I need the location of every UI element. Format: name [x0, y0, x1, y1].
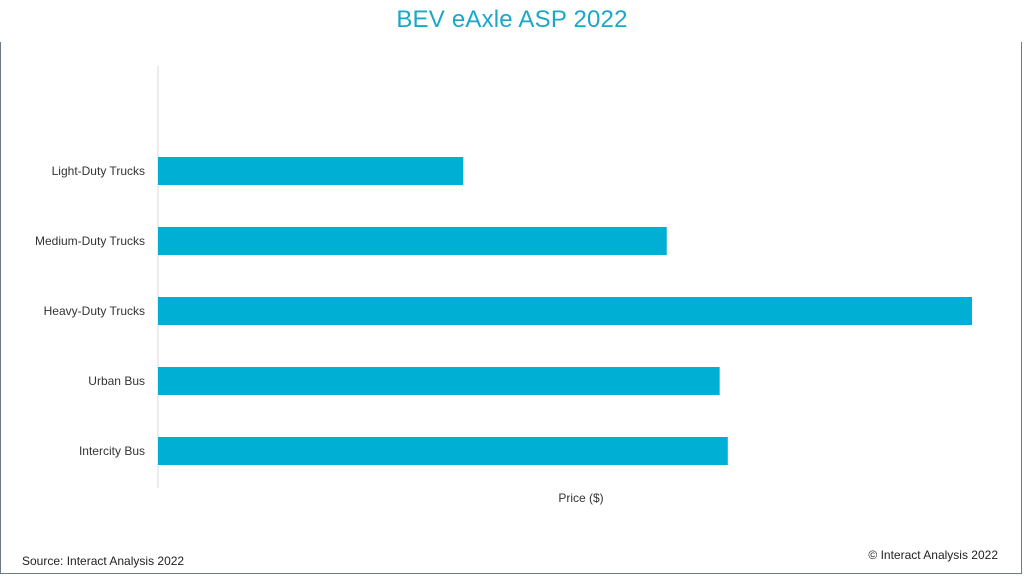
category-labels-group: Light-Duty Trucks Medium-Duty Trucks Heavy… — [35, 164, 145, 458]
bar-heavy-duty-trucks — [158, 297, 972, 325]
chart-title: BEV eAxle ASP 2022 — [396, 6, 628, 33]
category-label: Intercity Bus — [79, 444, 145, 458]
category-label: Urban Bus — [88, 374, 145, 388]
source-note: Source: Interact Analysis 2022 — [22, 554, 185, 568]
chart-frame — [0, 42, 1022, 574]
category-label: Heavy-Duty Trucks — [44, 304, 145, 318]
x-axis-label: Price ($) — [558, 491, 603, 505]
category-label: Light-Duty Trucks — [52, 164, 145, 178]
copyright-note: © Interact Analysis 2022 — [868, 548, 998, 562]
bar-intercity-bus — [158, 437, 728, 465]
bars-group — [158, 157, 972, 465]
bar-medium-duty-trucks — [158, 227, 667, 255]
bar-urban-bus — [158, 367, 720, 395]
bar-light-duty-trucks — [158, 157, 464, 185]
category-label: Medium-Duty Trucks — [35, 234, 145, 248]
